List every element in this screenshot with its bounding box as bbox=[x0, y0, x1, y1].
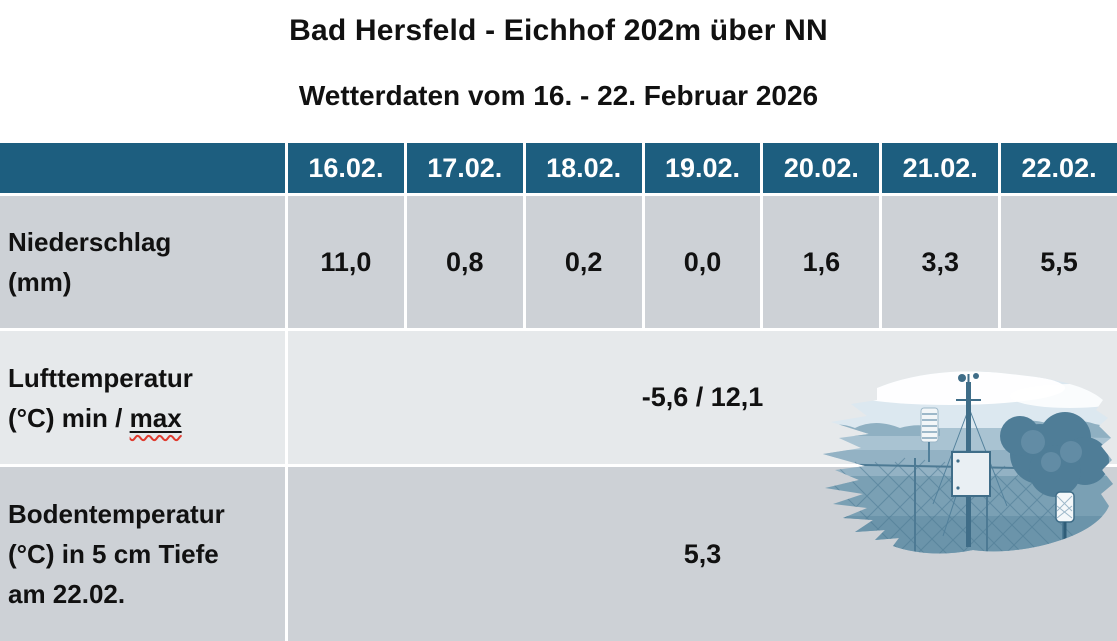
table-header-date: 21.02. bbox=[879, 143, 998, 193]
title-block: Bad Hersfeld - Eichhof 202m über NN Wett… bbox=[0, 0, 1117, 112]
table-header-row: 16.02. 17.02. 18.02. 19.02. 20.02. 21.02… bbox=[0, 143, 1117, 193]
row-label-line: Bodentemperatur bbox=[8, 499, 225, 529]
page-title: Bad Hersfeld - Eichhof 202m über NN bbox=[289, 14, 828, 47]
row-divider bbox=[0, 328, 1117, 331]
row-label-line: (°C) in 5 cm Tiefe bbox=[8, 539, 219, 569]
air-temperature-value: -5,6 / 12,1 bbox=[285, 331, 1117, 464]
table-row-soil-temperature: Bodentemperatur (°C) in 5 cm Tiefe am 22… bbox=[0, 467, 1117, 641]
row-label-soil-temperature: Bodentemperatur (°C) in 5 cm Tiefe am 22… bbox=[0, 467, 285, 641]
precipitation-value: 11,0 bbox=[285, 196, 404, 328]
precipitation-value: 0,8 bbox=[403, 196, 523, 328]
precipitation-value: 3,3 bbox=[879, 196, 998, 328]
table-header-date: 16.02. bbox=[285, 143, 404, 193]
row-divider bbox=[0, 193, 1117, 196]
table-header-date: 20.02. bbox=[760, 143, 879, 193]
row-label-line: Lufttemperatur bbox=[8, 362, 193, 393]
row-label-air-temperature: Lufttemperatur (°C) min / max bbox=[0, 331, 285, 464]
precipitation-value: 1,6 bbox=[760, 196, 879, 328]
precipitation-value: 5,5 bbox=[998, 196, 1117, 328]
precipitation-value: 0,0 bbox=[641, 196, 761, 328]
table-header-date: 22.02. bbox=[998, 143, 1117, 193]
soil-temperature-value: 5,3 bbox=[285, 467, 1117, 641]
row-label-line: (°C) min / max bbox=[8, 398, 285, 438]
table-header-date: 19.02. bbox=[641, 143, 761, 193]
table-row-air-temperature: Lufttemperatur (°C) min / max -5,6 / 12,… bbox=[0, 331, 1117, 464]
weather-table: 16.02. 17.02. 18.02. 19.02. 20.02. 21.02… bbox=[0, 143, 1117, 641]
row-label-line: Niederschlag bbox=[8, 227, 172, 257]
page-subtitle: Wetterdaten vom 16. - 22. Februar 2026 bbox=[298, 80, 819, 111]
table-header-date: 18.02. bbox=[522, 143, 642, 193]
row-label-precipitation: Niederschlag (mm) bbox=[0, 196, 285, 328]
row-label-line: am 22.02. bbox=[8, 579, 126, 609]
table-row-precipitation: Niederschlag (mm) 11,0 0,8 0,2 0,0 1,6 3… bbox=[0, 196, 1117, 328]
table-header-corner-cell bbox=[0, 143, 285, 193]
precipitation-value: 0,2 bbox=[522, 196, 642, 328]
row-label-line: (mm) bbox=[8, 267, 72, 297]
spellcheck-marked-word: max bbox=[129, 402, 182, 433]
row-divider bbox=[0, 464, 1117, 467]
row-label-line-prefix: (°C) min / bbox=[8, 402, 130, 433]
table-header-date: 17.02. bbox=[403, 143, 523, 193]
